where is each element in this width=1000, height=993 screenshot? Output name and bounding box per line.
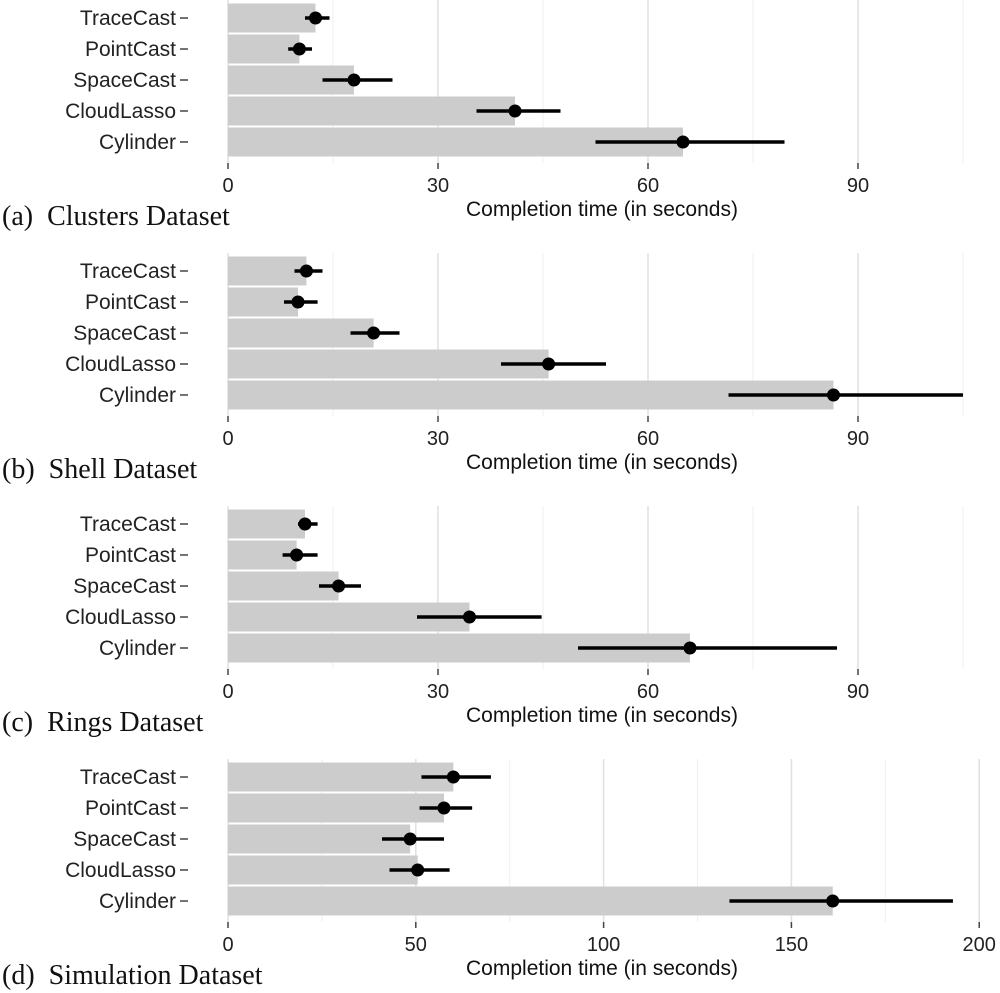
bar: [228, 318, 374, 348]
x-tick-label: 30: [427, 681, 449, 703]
mean-point: [291, 295, 305, 309]
x-tick-label: 90: [847, 681, 869, 703]
bar: [228, 256, 307, 286]
category-label: PointCast: [85, 544, 176, 567]
category-label: CloudLasso: [65, 100, 176, 123]
category-label: TraceCast: [80, 766, 176, 789]
bar: [228, 349, 549, 379]
category-label: Cylinder: [99, 131, 176, 154]
x-tick-label: 200: [963, 934, 996, 956]
x-tick-label: 60: [637, 428, 659, 450]
category-label: SpaceCast: [73, 322, 176, 345]
x-tick-label: 30: [427, 175, 449, 197]
bar: [228, 509, 305, 539]
chart-panel-3: TraceCast PointCast SpaceCast CloudLasso Cyl…: [2, 759, 996, 991]
mean-point: [446, 770, 460, 784]
panel-caption: (b) Shell Dataset: [2, 454, 197, 485]
category-label: PointCast: [85, 38, 176, 61]
x-axis-label: Completion time (in seconds): [466, 451, 738, 474]
panel-caption: (c) Rings Dataset: [2, 707, 204, 738]
panel-caption: (a) Clusters Dataset: [2, 201, 230, 232]
mean-point: [309, 11, 322, 25]
bar: [228, 3, 316, 33]
chart-panel-2: TraceCast PointCast SpaceCast CloudLasso Cyl…: [2, 506, 964, 738]
bar: [228, 793, 444, 823]
mean-point: [437, 801, 451, 815]
x-tick-label: 60: [637, 175, 659, 197]
category-label: SpaceCast: [73, 828, 176, 851]
mean-point: [290, 548, 304, 562]
mean-point: [683, 641, 697, 655]
category-label: CloudLasso: [65, 353, 176, 376]
mean-point: [299, 264, 313, 278]
mean-point: [827, 388, 840, 402]
bar: [228, 34, 300, 64]
category-label: PointCast: [85, 797, 176, 820]
panel-caption: (d) Simulation Dataset: [2, 960, 263, 991]
x-tick-label: 0: [222, 175, 233, 197]
mean-point: [292, 42, 306, 56]
chart-panel-1: TraceCast PointCast SpaceCast CloudLasso Cyl…: [2, 253, 964, 485]
mean-point: [508, 104, 522, 118]
x-tick-label: 90: [847, 175, 869, 197]
x-tick-label: 90: [847, 428, 869, 450]
category-label: Cylinder: [99, 890, 176, 913]
x-tick-label: 30: [427, 428, 449, 450]
category-label: TraceCast: [80, 7, 176, 30]
chart-panel-0: TraceCast PointCast SpaceCast CloudLasso Cyl…: [2, 0, 964, 232]
x-tick-label: 150: [775, 934, 808, 956]
category-label: TraceCast: [80, 260, 176, 283]
x-axis-label: Completion time (in seconds): [466, 198, 738, 221]
x-axis-label: Completion time (in seconds): [466, 704, 738, 727]
mean-point: [298, 517, 312, 531]
x-tick-label: 0: [222, 681, 233, 703]
x-tick-label: 100: [587, 934, 620, 956]
x-tick-label: 60: [637, 681, 659, 703]
bar: [228, 96, 515, 126]
x-tick-label: 0: [222, 428, 233, 450]
mean-point: [367, 326, 381, 340]
mean-point: [676, 135, 690, 149]
bar: [228, 855, 418, 885]
bar: [228, 824, 411, 854]
category-label: SpaceCast: [73, 69, 176, 92]
category-label: SpaceCast: [73, 575, 176, 598]
category-label: Cylinder: [99, 637, 176, 660]
mean-point: [332, 579, 346, 593]
mean-point: [826, 894, 840, 908]
mean-point: [403, 832, 417, 846]
category-label: TraceCast: [80, 513, 176, 536]
mean-point: [463, 610, 476, 624]
x-tick-label: 0: [222, 934, 233, 956]
category-label: CloudLasso: [65, 859, 176, 882]
category-label: CloudLasso: [65, 606, 176, 629]
mean-point: [347, 73, 361, 87]
category-label: PointCast: [85, 291, 176, 314]
category-label: Cylinder: [99, 384, 176, 407]
x-tick-label: 50: [405, 934, 427, 956]
x-axis-label: Completion time (in seconds): [466, 957, 738, 980]
mean-point: [542, 357, 556, 371]
bar: [228, 762, 454, 792]
mean-point: [411, 863, 425, 877]
